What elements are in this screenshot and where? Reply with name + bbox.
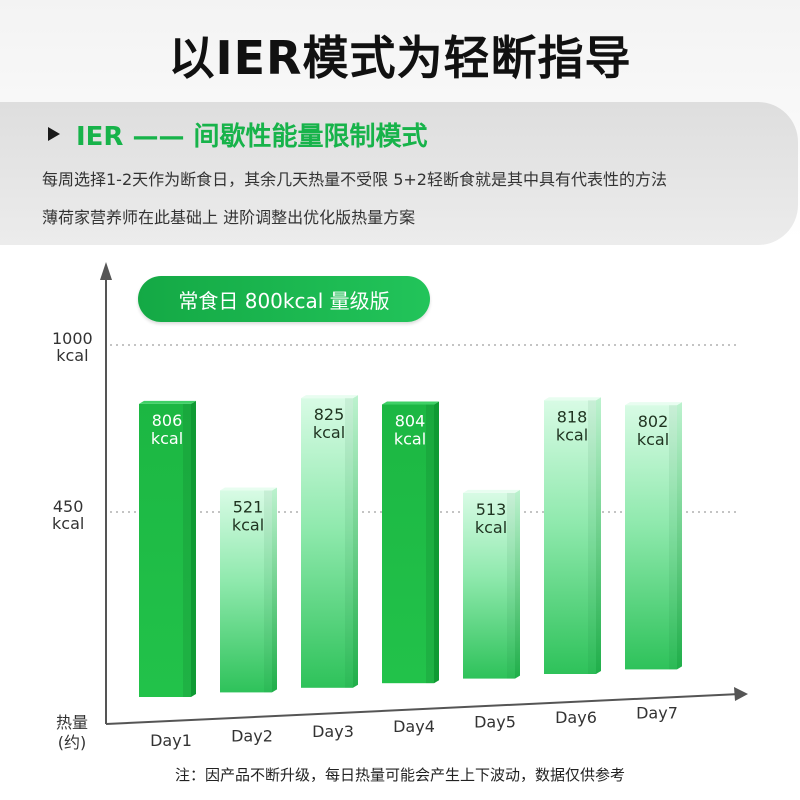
- card-heading: IER —— 间歇性能量限制模式: [48, 114, 428, 154]
- y-axis-label: 热量 (约): [56, 713, 89, 752]
- bar-face: [625, 405, 677, 670]
- bar-top: [544, 397, 601, 401]
- bar-shade: [588, 400, 596, 674]
- bar-shade: [426, 404, 434, 684]
- bar-top: [463, 489, 520, 493]
- y-tick-450-text: 450 kcal: [52, 497, 85, 533]
- category-labels: Day1 Day2 Day3 Day4 Day5 Day6 Day7: [150, 703, 678, 750]
- bar-value-label-day6: 818 kcal: [556, 407, 588, 444]
- category-label-day1: Day1: [150, 731, 192, 750]
- bar-top: [139, 400, 196, 404]
- bar-side: [191, 400, 196, 697]
- category-label-day4: Day4: [393, 717, 435, 736]
- bar-face: [382, 404, 434, 684]
- bar-side: [353, 395, 358, 688]
- bar-face: [139, 403, 191, 697]
- bar-face: [220, 490, 272, 693]
- bar-day4: [382, 401, 439, 684]
- description-line-1: 每周选择1-2天作为断食日，其余几天热量不受限 5+2轻断食就是其中具有代表性的…: [42, 170, 667, 189]
- bar-top: [625, 402, 682, 406]
- info-card: [0, 102, 798, 245]
- bar-shade: [264, 490, 272, 693]
- chart-axes: [100, 262, 748, 725]
- bar-face: [301, 398, 353, 688]
- bar-day5: [463, 489, 520, 679]
- category-label-day7: Day7: [636, 703, 678, 722]
- bar-shade: [507, 492, 515, 679]
- bar-value-labels: 806 kcal 521 kcal 825 kcal 804 kcal 513 kcal 818 kc…: [151, 405, 669, 537]
- bar-side: [596, 397, 601, 674]
- bar-shade: [669, 405, 677, 670]
- y-tick-1000-text: 1000 kcal: [52, 329, 93, 365]
- y-tick-450: 450 kcal: [52, 498, 84, 532]
- bar-day2: [220, 487, 277, 693]
- bar-top: [220, 487, 277, 491]
- bar-face: [463, 492, 515, 679]
- card-heading-text: IER —— 间歇性能量限制模式: [76, 121, 428, 152]
- bar-side: [272, 487, 277, 693]
- bar-value-label-day7: 802 kcal: [637, 412, 669, 449]
- y-tick-1000: 1000 kcal: [52, 330, 93, 364]
- bar-top: [382, 401, 439, 405]
- category-label-day3: Day3: [312, 722, 354, 741]
- bar-day7: [625, 402, 682, 670]
- bar-value-label-day2: 521 kcal: [232, 497, 264, 534]
- bar-value-label-day4: 804 kcal: [394, 412, 426, 449]
- description-line-2: 薄荷家营养师在此基础上 进阶调整出优化版热量方案: [42, 208, 416, 227]
- bar-top: [301, 395, 358, 399]
- category-label-day5: Day5: [474, 713, 516, 732]
- bar-side: [677, 402, 682, 670]
- bar-value-label-day5: 513 kcal: [475, 500, 507, 537]
- bars: [139, 395, 682, 697]
- bar-shade: [345, 398, 353, 688]
- category-label-day6: Day6: [555, 708, 597, 727]
- bar-day1: [139, 400, 196, 697]
- bar-day6: [544, 397, 601, 674]
- footnote: 注：因产品不断升级，每日热量可能会产生上下波动，数据仅供参考: [174, 766, 625, 784]
- bar-shade: [183, 403, 191, 697]
- version-badge: 常食日 800kcal 量级版: [138, 276, 430, 322]
- bar-value-label-day1: 806 kcal: [151, 411, 183, 448]
- bar-side: [515, 489, 520, 679]
- bar-face: [544, 400, 596, 674]
- play-icon: [48, 127, 60, 141]
- bar-value-label-day3: 825 kcal: [313, 405, 345, 442]
- bar-side: [434, 401, 439, 684]
- bar-day3: [301, 395, 358, 688]
- page-title: 以IER模式为轻断指导: [168, 31, 632, 85]
- category-label-day2: Day2: [231, 726, 273, 745]
